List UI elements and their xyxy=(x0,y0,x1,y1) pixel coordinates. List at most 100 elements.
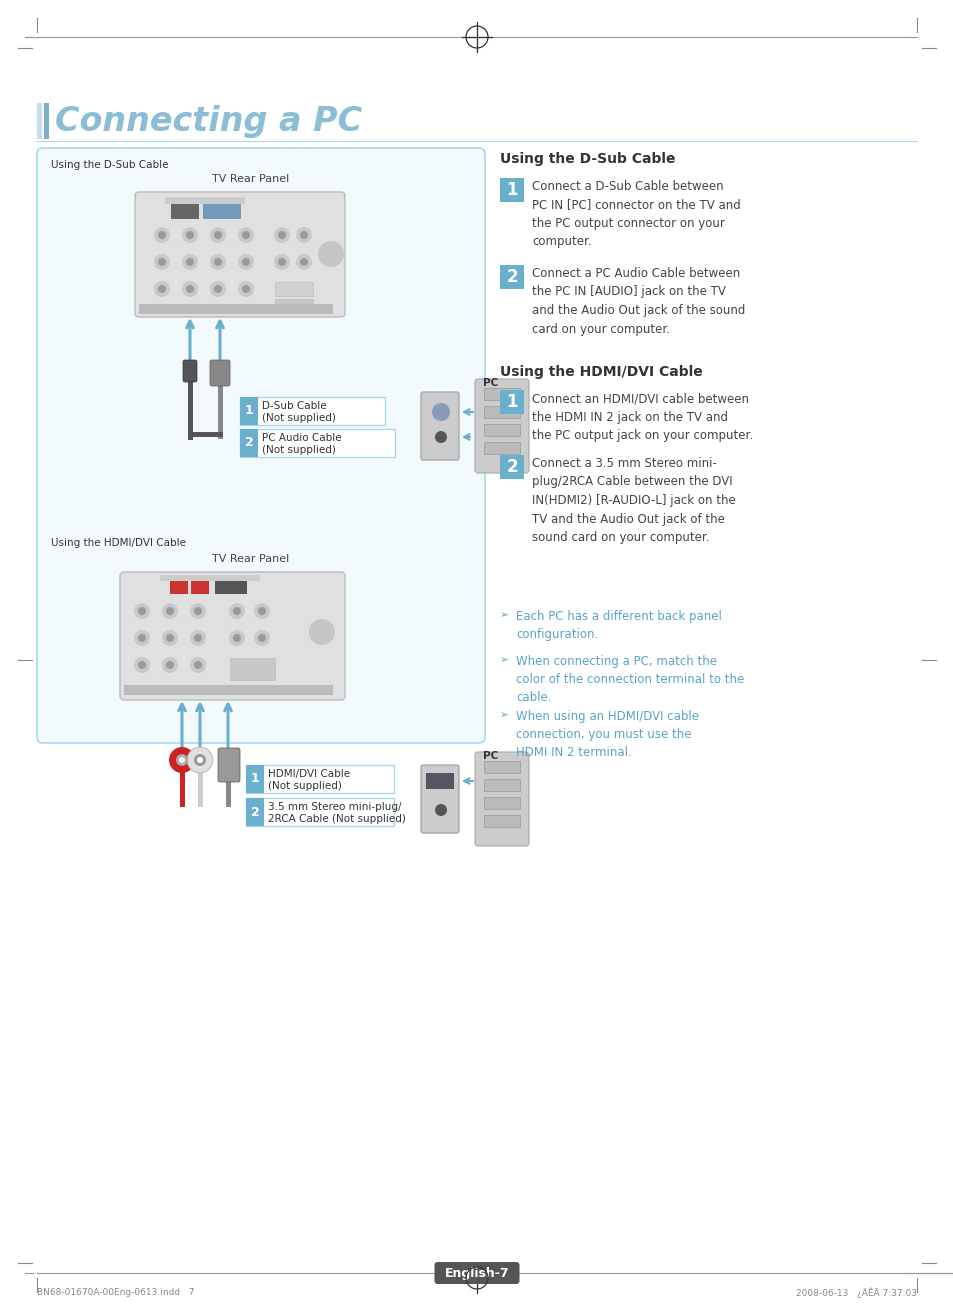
Bar xyxy=(246,798,264,827)
Circle shape xyxy=(162,658,178,673)
Bar xyxy=(499,455,523,479)
Text: Using the D-Sub Cable: Using the D-Sub Cable xyxy=(499,152,675,166)
Circle shape xyxy=(213,258,222,266)
Circle shape xyxy=(182,282,198,297)
Text: 1: 1 xyxy=(506,393,517,411)
Text: Using the HDMI/DVI Cable: Using the HDMI/DVI Cable xyxy=(499,365,702,379)
FancyBboxPatch shape xyxy=(120,572,345,700)
Text: BN68-01670A-00Eng-0613.indd   7: BN68-01670A-00Eng-0613.indd 7 xyxy=(37,1288,194,1297)
Bar xyxy=(139,304,333,314)
Bar xyxy=(170,580,188,593)
Circle shape xyxy=(133,658,150,673)
Circle shape xyxy=(210,282,226,297)
Bar xyxy=(37,103,42,139)
Bar xyxy=(240,428,257,457)
Bar xyxy=(246,765,264,793)
Circle shape xyxy=(435,431,447,443)
Bar xyxy=(160,575,260,582)
Circle shape xyxy=(237,254,253,270)
Circle shape xyxy=(295,227,312,242)
Bar xyxy=(499,390,523,414)
FancyBboxPatch shape xyxy=(210,360,230,386)
Bar xyxy=(426,773,454,789)
Bar xyxy=(483,796,519,810)
Circle shape xyxy=(257,607,266,614)
Bar xyxy=(483,815,519,827)
Text: ➢: ➢ xyxy=(499,710,509,721)
Text: Connect a PC Audio Cable between
the PC IN [AUDIO] jack on the TV
and the Audio : Connect a PC Audio Cable between the PC … xyxy=(532,267,744,335)
Text: D-Sub Cable
(Not supplied): D-Sub Cable (Not supplied) xyxy=(262,401,335,423)
FancyBboxPatch shape xyxy=(420,392,458,460)
Circle shape xyxy=(193,634,202,642)
FancyBboxPatch shape xyxy=(37,148,484,743)
Text: 1: 1 xyxy=(251,773,259,786)
Circle shape xyxy=(210,254,226,270)
Circle shape xyxy=(190,630,206,646)
Circle shape xyxy=(169,747,194,773)
Circle shape xyxy=(277,231,286,238)
Bar xyxy=(218,384,223,439)
Circle shape xyxy=(253,603,270,620)
Circle shape xyxy=(210,227,226,242)
Circle shape xyxy=(193,662,202,669)
Circle shape xyxy=(295,254,312,270)
Bar xyxy=(240,428,395,457)
Bar xyxy=(203,202,241,219)
Bar xyxy=(226,779,231,807)
Bar xyxy=(214,580,247,593)
FancyBboxPatch shape xyxy=(183,360,196,383)
Circle shape xyxy=(153,254,170,270)
Bar xyxy=(171,202,199,219)
Text: PC: PC xyxy=(482,751,497,761)
Circle shape xyxy=(242,286,250,293)
Circle shape xyxy=(186,231,193,238)
Circle shape xyxy=(237,282,253,297)
Bar xyxy=(483,761,519,773)
Circle shape xyxy=(317,241,344,267)
Circle shape xyxy=(187,747,213,773)
Circle shape xyxy=(158,286,166,293)
Text: When using an HDMI/DVI cable
connection, you must use the
HDMI IN 2 terminal.: When using an HDMI/DVI cable connection,… xyxy=(516,710,699,758)
Text: Connect a 3.5 mm Stereo mini-
plug/2RCA Cable between the DVI
IN(HDMI2) [R-AUDIO: Connect a 3.5 mm Stereo mini- plug/2RCA … xyxy=(532,457,735,544)
Circle shape xyxy=(158,231,166,238)
Bar xyxy=(499,178,523,202)
Text: English-7: English-7 xyxy=(444,1267,509,1280)
Text: Connecting a PC: Connecting a PC xyxy=(55,105,362,138)
Bar xyxy=(165,196,245,204)
Circle shape xyxy=(133,603,150,620)
Circle shape xyxy=(233,607,241,614)
Circle shape xyxy=(138,634,146,642)
Bar xyxy=(246,798,394,827)
Text: 2008-06-13   ¿ÄÊÃ 7:37:03: 2008-06-13 ¿ÄÊÃ 7:37:03 xyxy=(795,1288,916,1298)
Circle shape xyxy=(162,603,178,620)
Text: 2: 2 xyxy=(506,269,517,286)
Circle shape xyxy=(166,662,173,669)
Circle shape xyxy=(193,607,202,614)
FancyBboxPatch shape xyxy=(218,748,240,782)
Text: HDMI/DVI Cable
(Not supplied): HDMI/DVI Cable (Not supplied) xyxy=(268,769,350,791)
Circle shape xyxy=(179,757,185,762)
Bar xyxy=(44,103,49,139)
Circle shape xyxy=(299,231,308,238)
Circle shape xyxy=(190,658,206,673)
Bar xyxy=(483,441,519,455)
Circle shape xyxy=(299,258,308,266)
Circle shape xyxy=(274,254,290,270)
Circle shape xyxy=(277,258,286,266)
FancyBboxPatch shape xyxy=(475,379,529,473)
Circle shape xyxy=(182,254,198,270)
Bar xyxy=(274,299,313,310)
Bar xyxy=(240,397,385,424)
Text: Using the D-Sub Cable: Using the D-Sub Cable xyxy=(51,160,169,170)
Circle shape xyxy=(435,804,447,816)
Bar xyxy=(124,685,333,696)
Circle shape xyxy=(229,630,245,646)
Text: Connect an HDMI/DVI cable between
the HDMI IN 2 jack on the TV and
the PC output: Connect an HDMI/DVI cable between the HD… xyxy=(532,392,752,441)
Bar xyxy=(483,424,519,436)
Text: ➢: ➢ xyxy=(499,655,509,665)
FancyBboxPatch shape xyxy=(475,752,529,846)
Text: 2: 2 xyxy=(506,458,517,476)
Text: 3.5 mm Stereo mini-plug/
2RCA Cable (Not supplied): 3.5 mm Stereo mini-plug/ 2RCA Cable (Not… xyxy=(268,802,405,824)
Bar xyxy=(246,765,394,793)
Text: PC Audio Cable
(Not supplied): PC Audio Cable (Not supplied) xyxy=(262,434,341,455)
